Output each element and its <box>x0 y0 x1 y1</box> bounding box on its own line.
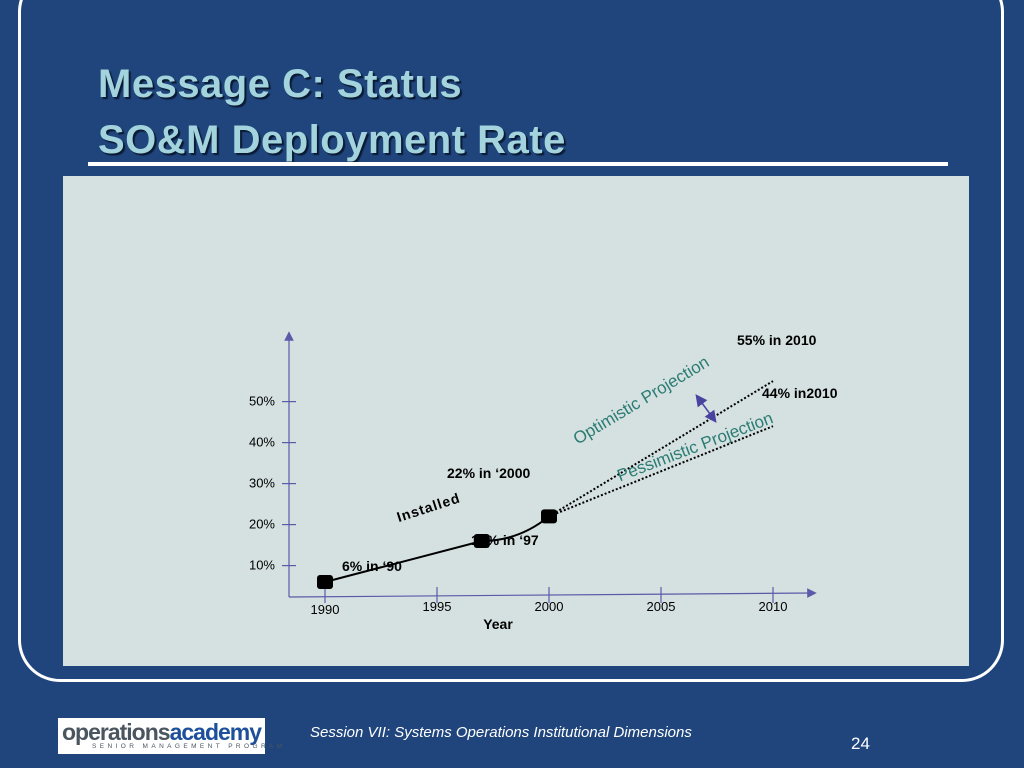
annotation-2000: 22% in ‘2000 <box>447 465 530 481</box>
x-axis-title: Year <box>483 616 513 632</box>
y-tick-label: 50% <box>249 394 275 409</box>
data-point-marker <box>541 509 557 524</box>
projection-range-arrow <box>695 394 717 423</box>
x-tick-label: 2000 <box>535 599 564 614</box>
title-line-1: Message C: Status <box>98 62 463 106</box>
installed-label: Installed <box>395 489 463 525</box>
y-tick-label: 30% <box>249 476 275 491</box>
slide-title: Message C: Status SO&M Deployment Rate <box>98 56 566 168</box>
optimistic-projection-label: Optimistic Projection <box>570 352 713 448</box>
series-pessimistic-line <box>548 425 774 518</box>
annotation-1997: 16% in ‘97 <box>471 532 539 548</box>
annotation-1990: 6% in ‘90 <box>342 558 402 574</box>
x-tick-label: 1990 <box>311 602 340 617</box>
title-line-2: SO&M Deployment Rate <box>98 118 566 162</box>
y-tick-label: 10% <box>249 558 275 573</box>
annotation-2010-optimistic: 55% in 2010 <box>737 332 817 348</box>
data-point-marker <box>473 534 490 548</box>
y-tick-label: 20% <box>249 517 275 532</box>
data-point-marker <box>317 575 333 589</box>
logo-tagline: SENIOR MANAGEMENT PROGRAM <box>92 743 286 750</box>
operations-academy-logo: operationsacademy SENIOR MANAGEMENT PROG… <box>58 718 282 754</box>
x-axis <box>288 588 817 598</box>
x-tick-label: 2010 <box>759 599 788 614</box>
slide-frame <box>18 0 1004 682</box>
x-tick-label: 1995 <box>423 599 452 614</box>
pessimistic-projection-label: Pessimistic Projection <box>614 408 775 485</box>
footer-session-text: Session VII: Systems Operations Institut… <box>310 724 692 741</box>
page-number: 24 <box>851 734 870 753</box>
y-ticks: 10% 20% 30% 40% 50% <box>249 394 296 573</box>
x-ticks: 1990 1995 2000 2005 2010 <box>311 587 788 617</box>
annotation-2010-pessimistic: 44% in2010 <box>762 385 838 401</box>
title-underline <box>88 162 948 166</box>
chart-panel <box>63 176 969 666</box>
x-tick-label: 2005 <box>647 599 676 614</box>
logo-wordmark: operationsacademy <box>62 719 262 745</box>
y-tick-label: 40% <box>249 435 275 450</box>
data-markers <box>317 509 557 589</box>
